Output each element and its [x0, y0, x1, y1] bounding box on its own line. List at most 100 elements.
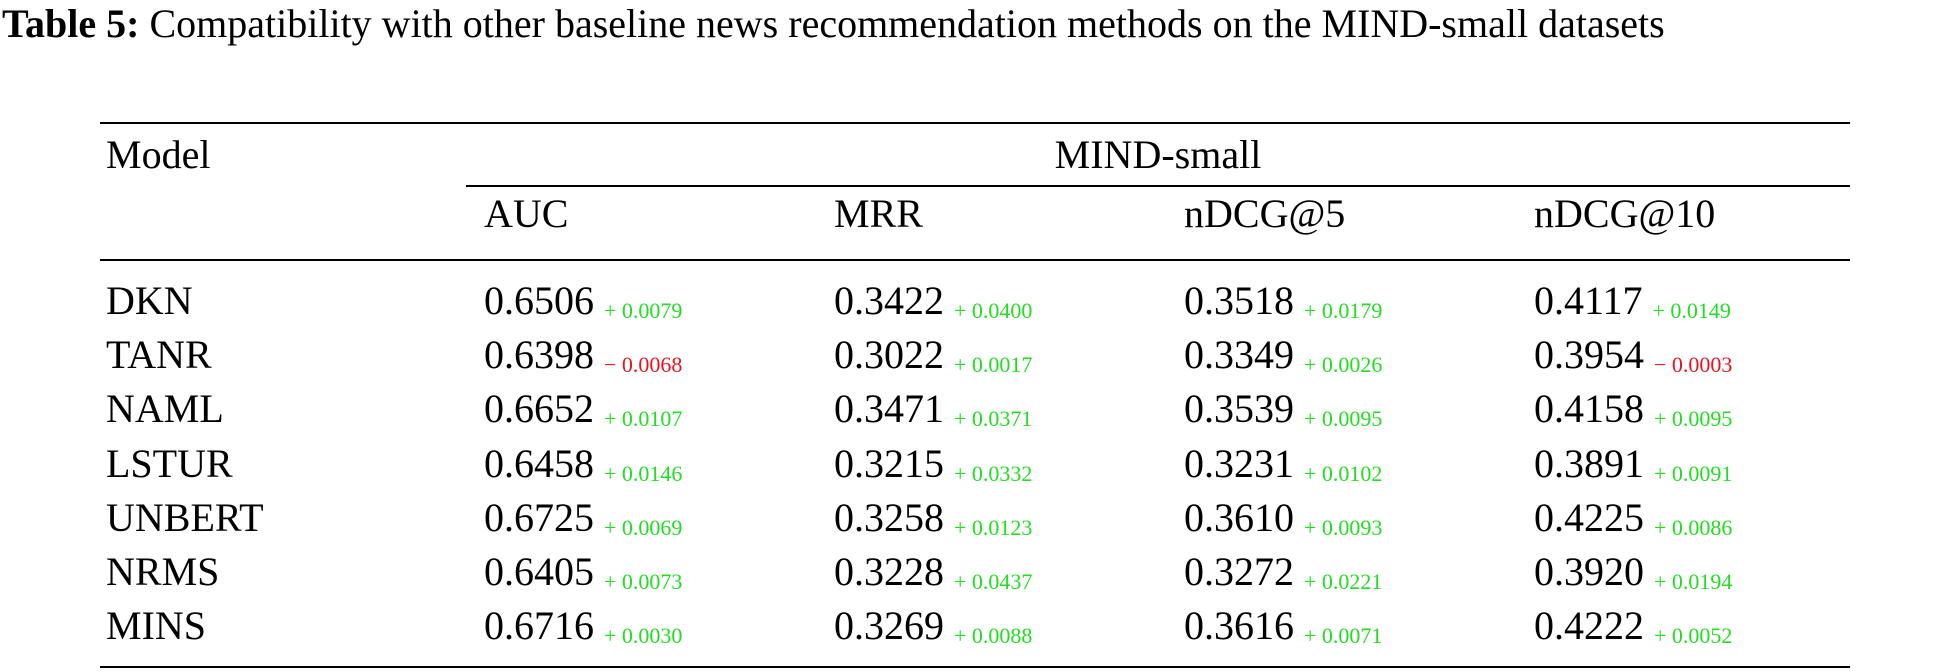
table-cell: 0.3258 + 0.0123: [834, 494, 1032, 548]
metric-value: 0.4225: [1534, 495, 1644, 540]
metric-delta: + 0.0095: [1654, 406, 1733, 431]
table-cell: 0.3539 + 0.0095: [1184, 385, 1382, 439]
metric-delta: + 0.0194: [1654, 569, 1733, 594]
metric-value: 0.3616: [1184, 603, 1294, 648]
metric-delta: − 0.0068: [604, 352, 683, 377]
top-rule: [100, 122, 1850, 124]
metric-value: 0.6652: [484, 386, 594, 431]
metric-header: nDCG@5: [1184, 191, 1346, 236]
metric-value: 0.6506: [484, 278, 594, 323]
metric-delta: + 0.0088: [954, 623, 1033, 648]
metric-value: 0.4222: [1534, 603, 1644, 648]
metric-delta: + 0.0146: [604, 461, 683, 486]
metric-delta: + 0.0073: [604, 569, 683, 594]
metric-delta: + 0.0437: [954, 569, 1033, 594]
table-cell: 0.3215 + 0.0332: [834, 440, 1032, 494]
table-cell: 0.4117 + 0.0149: [1534, 277, 1731, 331]
table-cell: 0.6716 + 0.0030: [484, 602, 682, 656]
metric-value: 0.3269: [834, 603, 944, 648]
metric-delta: + 0.0079: [604, 298, 683, 323]
table-cell: 0.3228 + 0.0437: [834, 548, 1032, 602]
table-cell: 0.3954 − 0.0003: [1534, 331, 1732, 385]
table-cell: 0.3272 + 0.0221: [1184, 548, 1382, 602]
caption-label: Table 5:: [2, 1, 140, 46]
metric-value: 0.4158: [1534, 386, 1644, 431]
metric-delta: + 0.0123: [954, 515, 1033, 540]
metric-header: nDCG@10: [1534, 191, 1716, 236]
table-cell: 0.4222 + 0.0052: [1534, 602, 1732, 656]
table-cell: 0.3471 + 0.0371: [834, 385, 1032, 439]
table-cell: 0.3920 + 0.0194: [1534, 548, 1732, 602]
row-model-name: UNBERT: [106, 495, 264, 540]
metric-value: 0.3891: [1534, 441, 1644, 486]
row-model-name: TANR: [106, 332, 212, 377]
metric-delta: − 0.0003: [1654, 352, 1733, 377]
table-cell: 0.6725 + 0.0069: [484, 494, 682, 548]
dataset-group-header: MIND-small: [1054, 132, 1262, 177]
header-rule: [100, 259, 1850, 261]
table-cell: 0.3891 + 0.0091: [1534, 440, 1732, 494]
table-cell: 0.6506 + 0.0079: [484, 277, 682, 331]
metric-value: 0.3272: [1184, 549, 1294, 594]
table-cell: 0.6398 − 0.0068: [484, 331, 682, 385]
metric-value: 0.3231: [1184, 441, 1294, 486]
row-model-name: LSTUR: [106, 441, 233, 486]
metric-value: 0.4117: [1534, 278, 1643, 323]
metric-value: 0.6398: [484, 332, 594, 377]
table-cell: 0.3518 + 0.0179: [1184, 277, 1382, 331]
table-cell: 0.3422 + 0.0400: [834, 277, 1032, 331]
metric-value: 0.3920: [1534, 549, 1644, 594]
table-caption: Table 5: Compatibility with other baseli…: [2, 0, 1950, 48]
metric-delta: + 0.0086: [1654, 515, 1733, 540]
metric-delta: + 0.0221: [1304, 569, 1383, 594]
table-cell: 0.4158 + 0.0095: [1534, 385, 1732, 439]
metric-delta: + 0.0095: [1304, 406, 1383, 431]
metric-value: 0.3539: [1184, 386, 1294, 431]
metric-delta: + 0.0332: [954, 461, 1033, 486]
row-model-name: DKN: [106, 278, 193, 323]
metric-value: 0.3349: [1184, 332, 1294, 377]
table-cell: 0.3231 + 0.0102: [1184, 440, 1382, 494]
metric-delta: + 0.0102: [1304, 461, 1383, 486]
table-cell: 0.3616 + 0.0071: [1184, 602, 1382, 656]
table-cell: 0.3022 + 0.0017: [834, 331, 1032, 385]
row-model-name: NRMS: [106, 549, 220, 594]
metric-header: AUC: [484, 191, 569, 236]
metric-delta: + 0.0052: [1654, 623, 1733, 648]
row-model-name: MINS: [106, 603, 207, 648]
metric-delta: + 0.0179: [1304, 298, 1383, 323]
metric-delta: + 0.0069: [604, 515, 683, 540]
metric-header: MRR: [834, 191, 923, 236]
metric-delta: + 0.0093: [1304, 515, 1383, 540]
metric-delta: + 0.0030: [604, 623, 683, 648]
metric-delta: + 0.0371: [954, 406, 1033, 431]
caption-text: Compatibility with other baseline news r…: [149, 1, 1665, 46]
metric-delta: + 0.0149: [1652, 298, 1731, 323]
metric-value: 0.6716: [484, 603, 594, 648]
row-model-name: NAML: [106, 386, 224, 431]
metric-delta: + 0.0400: [954, 298, 1033, 323]
group-rule: [466, 185, 1850, 187]
metric-value: 0.6458: [484, 441, 594, 486]
metric-delta: + 0.0026: [1304, 352, 1383, 377]
table-cell: 0.4225 + 0.0086: [1534, 494, 1732, 548]
table-cell: 0.6458 + 0.0146: [484, 440, 682, 494]
metric-delta: + 0.0091: [1654, 461, 1733, 486]
metric-value: 0.3471: [834, 386, 944, 431]
table-cell: 0.3610 + 0.0093: [1184, 494, 1382, 548]
metric-value: 0.3258: [834, 495, 944, 540]
metric-delta: + 0.0017: [954, 352, 1033, 377]
metric-value: 0.3422: [834, 278, 944, 323]
metric-value: 0.3215: [834, 441, 944, 486]
bottom-rule: [100, 666, 1850, 668]
metric-value: 0.3518: [1184, 278, 1294, 323]
table-cell: 0.3349 + 0.0026: [1184, 331, 1382, 385]
table-cell: 0.6405 + 0.0073: [484, 548, 682, 602]
metric-value: 0.3022: [834, 332, 944, 377]
metric-value: 0.6405: [484, 549, 594, 594]
metric-value: 0.3954: [1534, 332, 1644, 377]
metric-delta: + 0.0071: [1304, 623, 1383, 648]
table-cell: 0.3269 + 0.0088: [834, 602, 1032, 656]
metric-value: 0.3228: [834, 549, 944, 594]
model-column-header: Model: [106, 132, 211, 177]
